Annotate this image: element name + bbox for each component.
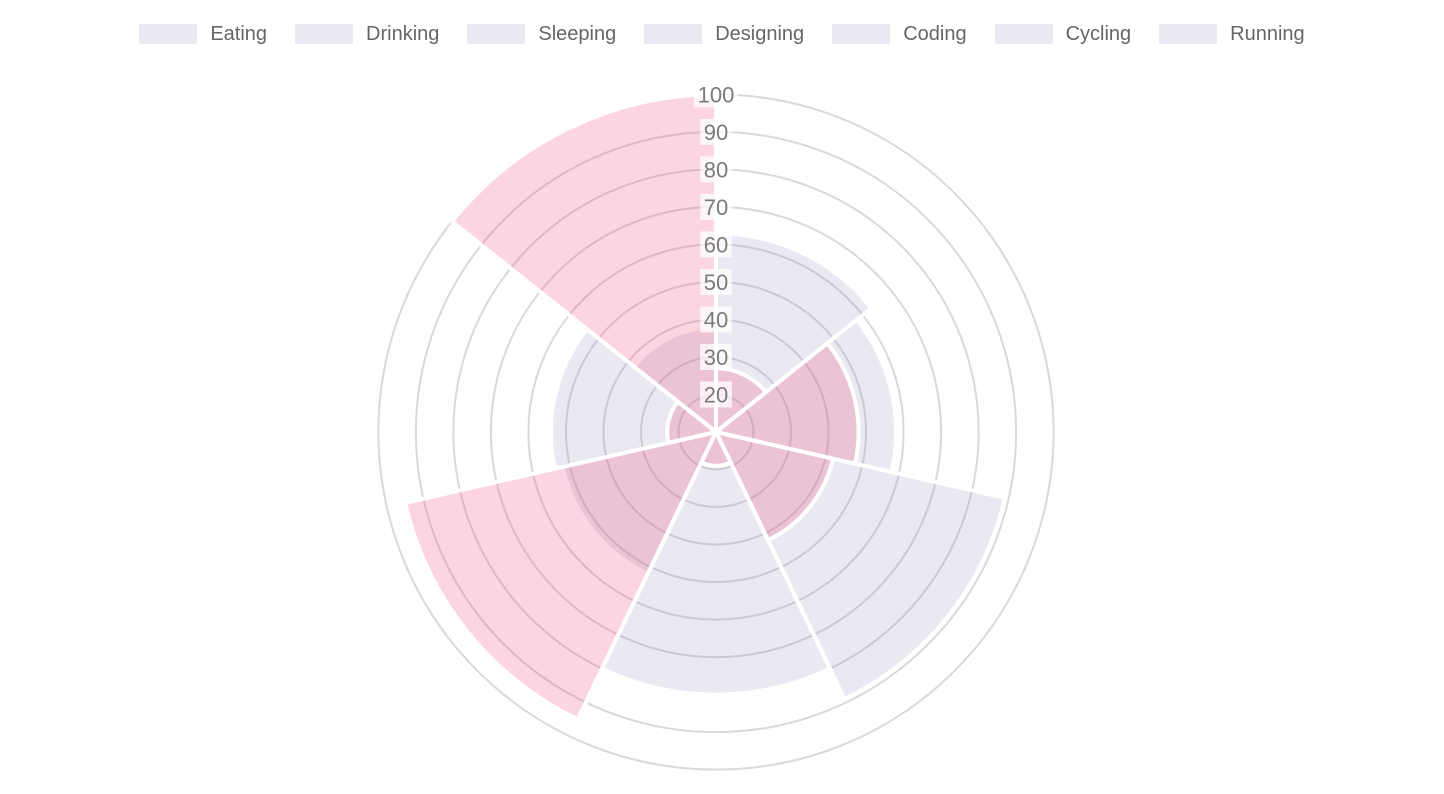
legend-swatch bbox=[994, 24, 1053, 44]
legend-swatch bbox=[832, 24, 891, 44]
legend-item-label: Drinking bbox=[366, 23, 440, 45]
chart-legend: Eating Drinking Sleeping Designing Coding Cyc… bbox=[0, 24, 1444, 44]
tick-backdrop bbox=[700, 306, 732, 333]
tick-backdrop bbox=[700, 193, 732, 220]
legend-item-running[interactable]: Running bbox=[1159, 24, 1305, 44]
legend-item-sleeping[interactable]: Sleeping bbox=[467, 24, 616, 44]
axis-tick-label: 100 bbox=[698, 82, 735, 107]
legend-item-label: Designing bbox=[715, 23, 805, 45]
axis-tick-label: 50 bbox=[704, 270, 728, 295]
legend-swatch bbox=[1159, 24, 1218, 44]
sector-cycling-gray-series[interactable] bbox=[549, 327, 718, 471]
axis-tick-label: 40 bbox=[704, 308, 728, 333]
legend-item-designing[interactable]: Designing bbox=[644, 24, 804, 44]
tick-backdrop bbox=[700, 269, 732, 295]
legend-item-coding[interactable]: Coding bbox=[832, 23, 967, 45]
legend-item-drinking[interactable]: Drinking bbox=[295, 24, 439, 44]
legend-item-label: Cycling bbox=[1065, 23, 1132, 45]
sector-designing-gray-series[interactable] bbox=[600, 430, 832, 697]
tick-backdrop bbox=[700, 156, 732, 183]
legend-swatch bbox=[467, 24, 526, 44]
legend-swatch bbox=[644, 24, 703, 44]
legend-item-label: Running bbox=[1230, 23, 1305, 45]
sector-coding-pink-series[interactable] bbox=[403, 430, 718, 722]
axis-tick-label: 20 bbox=[704, 383, 728, 408]
tick-backdrop bbox=[700, 381, 732, 408]
sector-sleeping-pink-series[interactable] bbox=[714, 430, 836, 543]
legend-item-eating[interactable]: Eating bbox=[139, 24, 267, 44]
sector-coding-gray-series[interactable] bbox=[560, 430, 718, 576]
axis-tick-label: 30 bbox=[704, 345, 728, 370]
legend-item-label: Sleeping bbox=[538, 23, 617, 45]
tick-backdrop bbox=[700, 231, 732, 258]
legend-item-label: Coding bbox=[903, 23, 967, 45]
axis-tick-label: 90 bbox=[704, 120, 728, 145]
tick-backdrop bbox=[700, 118, 732, 145]
axis-tick-label: 80 bbox=[704, 157, 728, 182]
axis-tick-label: 60 bbox=[704, 232, 728, 257]
legend-item-cycling[interactable]: Cycling bbox=[994, 23, 1132, 45]
tick-backdrop bbox=[700, 344, 732, 370]
axis-tick-label: 70 bbox=[704, 195, 728, 220]
sector-running-pink-series[interactable] bbox=[450, 92, 718, 434]
legend-swatch bbox=[139, 24, 198, 44]
sector-drinking-pink-series[interactable] bbox=[714, 341, 861, 466]
sector-sleeping-gray-series[interactable] bbox=[714, 430, 1007, 701]
sector-drinking-gray-series[interactable] bbox=[714, 317, 899, 475]
legend-item-label: Eating bbox=[210, 23, 268, 45]
legend-swatch bbox=[295, 24, 354, 44]
tick-backdrop bbox=[694, 81, 738, 108]
